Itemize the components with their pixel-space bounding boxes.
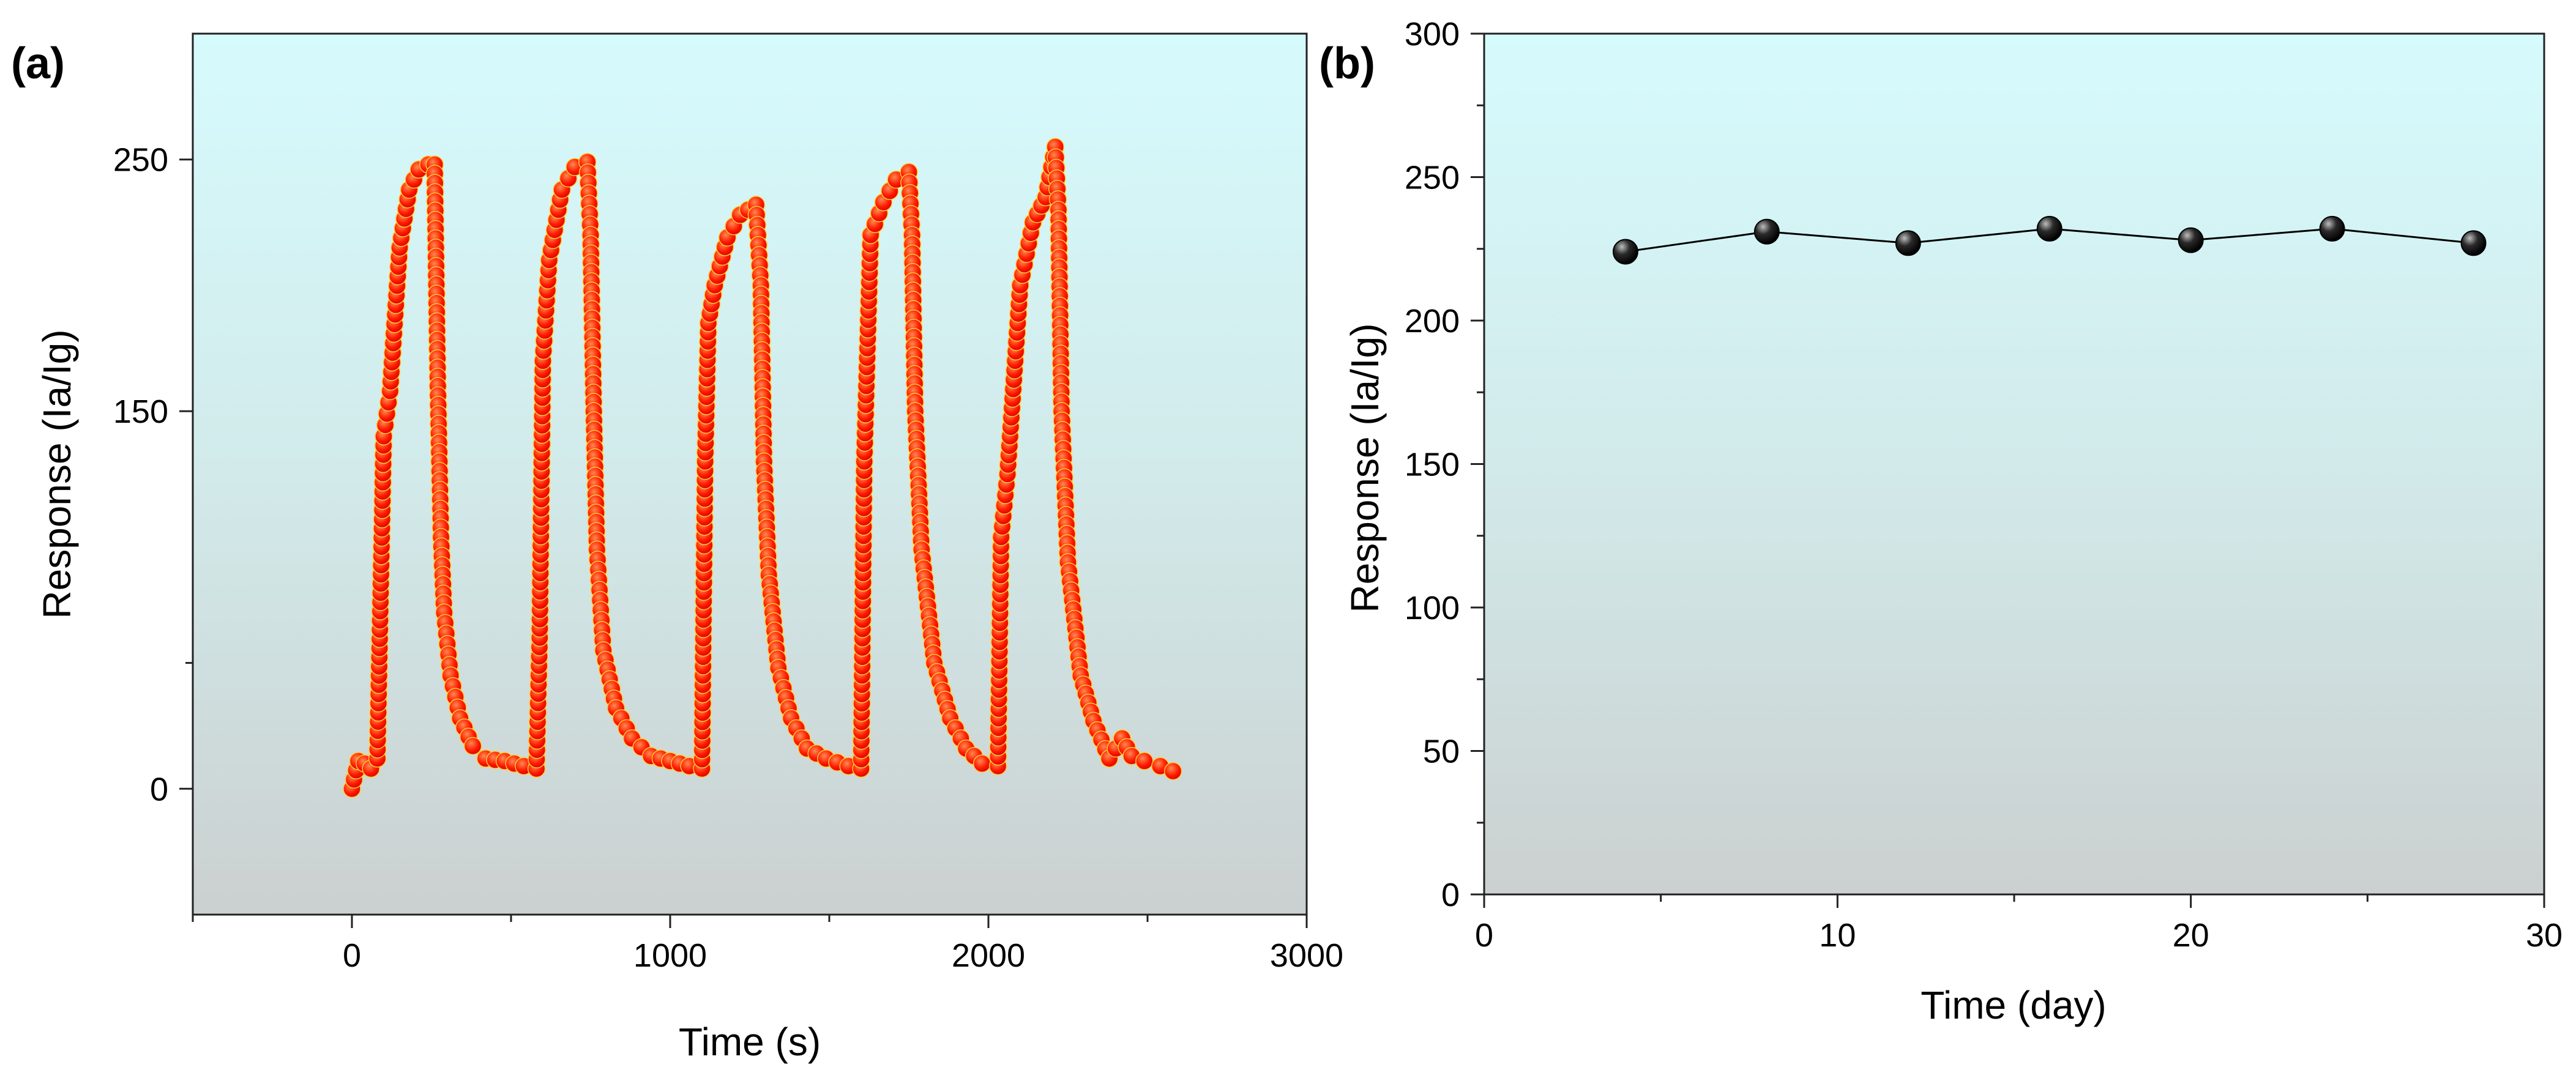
y-tick-label: 150 — [113, 393, 168, 430]
chart-b: (b) 0 10 20 30 0 50 100 150 200 250 300 Time (day… — [1319, 16, 2563, 1027]
chart-b-plot-area — [1483, 32, 2545, 896]
x-tick-label: 1000 — [633, 937, 707, 974]
y-tick-label: 250 — [113, 142, 168, 179]
chart-a-points — [343, 138, 1182, 798]
x-tick-label: 0 — [343, 937, 361, 974]
chart-b-y-axis-label: Response (Ia/Ig) — [1343, 323, 1387, 612]
x-tick-label: 3000 — [1270, 937, 1343, 974]
data-point — [2178, 227, 2204, 253]
chart-a-y-axis-label: Response (Ia/Ig) — [35, 329, 79, 619]
y-tick-label: 300 — [1405, 16, 1460, 53]
chart-a-x-axis-label: Time (s) — [679, 1020, 821, 1064]
chart-a-x-ticks: 0 1000 2000 3000 — [192, 915, 1343, 974]
data-point — [2460, 230, 2487, 256]
chart-a: (a) 0 1000 2000 3000 0 150 250 Time (s) Respo… — [11, 32, 1343, 1064]
chart-b-x-axis-label: Time (day) — [1921, 983, 2106, 1027]
data-point — [1895, 230, 1921, 256]
data-point — [2319, 215, 2345, 242]
panel-a-label: (a) — [11, 39, 65, 88]
data-point — [973, 754, 991, 773]
data-point — [1753, 218, 1780, 245]
data-point — [1612, 239, 1638, 265]
data-point — [1163, 762, 1182, 781]
x-tick-label: 30 — [2526, 917, 2563, 954]
x-tick-label: 10 — [1819, 917, 1856, 954]
y-tick-label: 150 — [1405, 447, 1460, 483]
x-tick-label: 2000 — [952, 937, 1025, 974]
panel-b-label: (b) — [1319, 39, 1375, 88]
y-tick-label: 200 — [1405, 303, 1460, 340]
chart-b-points — [1612, 215, 2487, 265]
y-tick-label: 50 — [1423, 734, 1460, 770]
data-point — [2036, 215, 2063, 242]
data-point — [463, 737, 482, 756]
x-tick-label: 20 — [2173, 917, 2209, 954]
chart-b-y-ticks: 0 50 100 150 200 250 300 — [1405, 16, 1484, 913]
y-tick-label: 100 — [1405, 590, 1460, 626]
y-tick-label: 0 — [1441, 877, 1460, 913]
x-tick-label: 0 — [1475, 917, 1493, 954]
data-point — [1135, 752, 1154, 770]
y-tick-label: 250 — [1405, 160, 1460, 196]
chart-b-x-ticks: 0 10 20 30 — [1475, 894, 2563, 954]
y-tick-label: 0 — [150, 771, 168, 808]
chart-a-y-ticks: 0 150 250 — [113, 142, 193, 808]
